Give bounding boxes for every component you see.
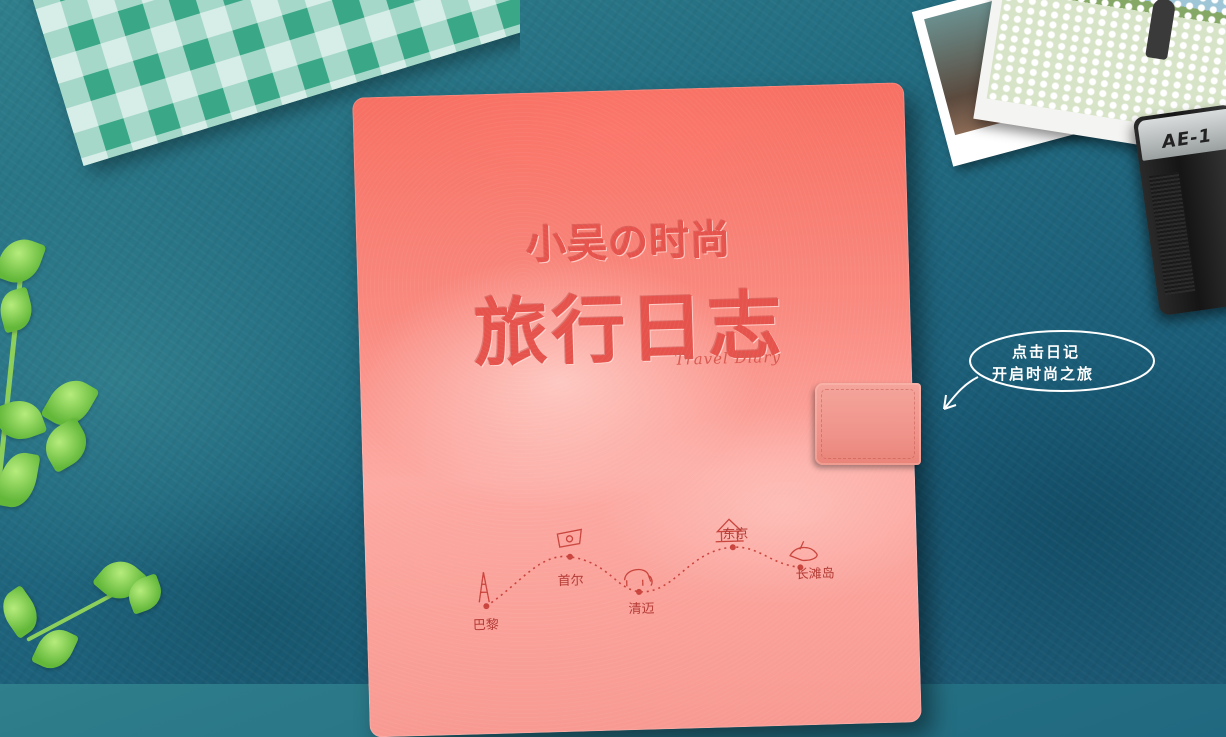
route-dot-seoul [567,553,574,560]
callout-line-2: 开启时尚之旅 [992,365,1095,383]
route-stop-label: 首尔 [557,573,584,590]
camera-label: AE-1 [1160,125,1214,153]
travel-route-map [478,518,818,610]
travel-diary-notebook[interactable]: 小吴の时尚 旅行日志 Travel Diary 巴黎 首尔 清迈 东 [352,82,922,737]
callout-bubble [943,330,1155,410]
route-dot-boracay [797,564,804,571]
cover-title-small: 小吴の时尚 [525,217,732,269]
route-stop-label: 东京 [722,526,749,543]
open-diary-callout[interactable]: 点击日记 开启时尚之旅 [940,325,1170,425]
route-dot-tokyo [729,544,736,551]
notebook-clasp[interactable] [815,383,921,465]
temple-icon [715,518,744,543]
route-stop-label: 长滩岛 [795,566,835,583]
island-icon [789,540,818,562]
callout-line-1: 点击日记 [1012,343,1081,361]
cover-title: 旅行日志 [472,282,787,378]
route-dot-chiangmai [636,588,643,595]
route-stop-label: 巴黎 [472,617,500,634]
flag-icon [556,528,582,548]
elephant-icon [624,568,653,587]
eiffel-tower-icon [478,572,490,603]
route-dot-paris [483,603,490,610]
route-stop-label: 清迈 [628,601,655,618]
cover-subtitle: Travel Diary [674,347,782,369]
